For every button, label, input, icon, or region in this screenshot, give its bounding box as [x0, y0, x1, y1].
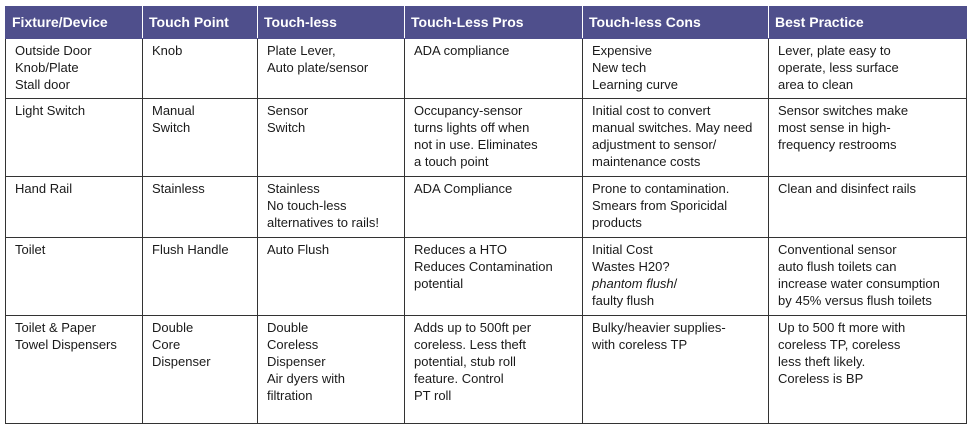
cell-cons: Prone to contamination. Smears from Spor…: [582, 176, 769, 238]
cell-touch-less: Plate Lever, Auto plate/sensor: [257, 38, 405, 99]
cell-cons: Bulky/heavier supplies- with coreless TP: [582, 315, 769, 424]
cell-best-practice: Lever, plate easy to operate, less surfa…: [768, 38, 967, 99]
cell-fixture: Toilet & Paper Towel Dispensers: [5, 315, 143, 424]
cell-best-practice: Up to 500 ft more with coreless TP, core…: [768, 315, 967, 424]
cons-line-faulty-flush: faulty flush: [592, 293, 655, 308]
cell-touch-less: Auto Flush: [257, 237, 405, 316]
cell-touch-point: Knob: [142, 38, 258, 99]
cell-cons: Initial cost to convert manual switches.…: [582, 98, 769, 177]
cons-line-phantom-flush: phantom flush/: [592, 275, 762, 292]
best-practices-table: Fixture/Device Touch Point Touch-less To…: [5, 6, 967, 424]
cell-cons: Initial Cost Wastes H20? phantom flush/ …: [582, 237, 769, 316]
cell-best-practice: Conventional sensor auto flush toilets c…: [768, 237, 967, 316]
header-touch-less: Touch-less: [257, 6, 405, 39]
cons-slash: /: [673, 276, 678, 291]
cell-pros: Reduces a HTO Reduces Contamination pote…: [404, 237, 583, 316]
cell-pros: Occupancy-sensor turns lights off when n…: [404, 98, 583, 177]
header-row: Fixture/Device Touch Point Touch-less To…: [5, 6, 967, 39]
header-touch-less-pros: Touch-Less Pros: [404, 6, 583, 39]
cell-cons: Expensive New tech Learning curve: [582, 38, 769, 99]
cell-fixture: Hand Rail: [5, 176, 143, 238]
cell-touch-point: Flush Handle: [142, 237, 258, 316]
cell-touch-point: Double Core Dispenser: [142, 315, 258, 424]
cell-fixture: Toilet: [5, 237, 143, 316]
cell-pros: ADA compliance: [404, 38, 583, 99]
table-row: Light Switch Manual Switch Sensor Switch…: [5, 98, 967, 177]
cons-line-initial-cost: Initial Cost: [592, 242, 653, 257]
header-touch-point: Touch Point: [142, 6, 258, 39]
cell-touch-point: Manual Switch: [142, 98, 258, 177]
cell-touch-less: Double Coreless Dispenser Air dyers with…: [257, 315, 405, 424]
header-best-practice: Best Practice: [768, 6, 967, 39]
table-row: Toilet Flush Handle Auto Flush Reduces a…: [5, 237, 967, 316]
cell-fixture: Light Switch: [5, 98, 143, 177]
cell-pros: ADA Compliance: [404, 176, 583, 238]
header-touch-less-cons: Touch-less Cons: [582, 6, 769, 39]
table-row: Toilet & Paper Towel Dispensers Double C…: [5, 315, 967, 424]
cell-touch-point: Stainless: [142, 176, 258, 238]
table-row: Hand Rail Stainless Stainless No touch-l…: [5, 176, 967, 238]
cell-fixture: Outside Door Knob/Plate Stall door: [5, 38, 143, 99]
header-fixture-device: Fixture/Device: [5, 6, 143, 39]
cell-best-practice: Clean and disinfect rails: [768, 176, 967, 238]
cons-italic-phantom-flush: phantom flush: [592, 276, 674, 291]
cell-touch-less: Sensor Switch: [257, 98, 405, 177]
cons-line-wastes-water: Wastes H20?: [592, 259, 670, 274]
cell-pros: Adds up to 500ft per coreless. Less thef…: [404, 315, 583, 424]
cell-best-practice: Sensor switches make most sense in high-…: [768, 98, 967, 177]
cell-touch-less: Stainless No touch-less alternatives to …: [257, 176, 405, 238]
table-row: Outside Door Knob/Plate Stall door Knob …: [5, 38, 967, 99]
